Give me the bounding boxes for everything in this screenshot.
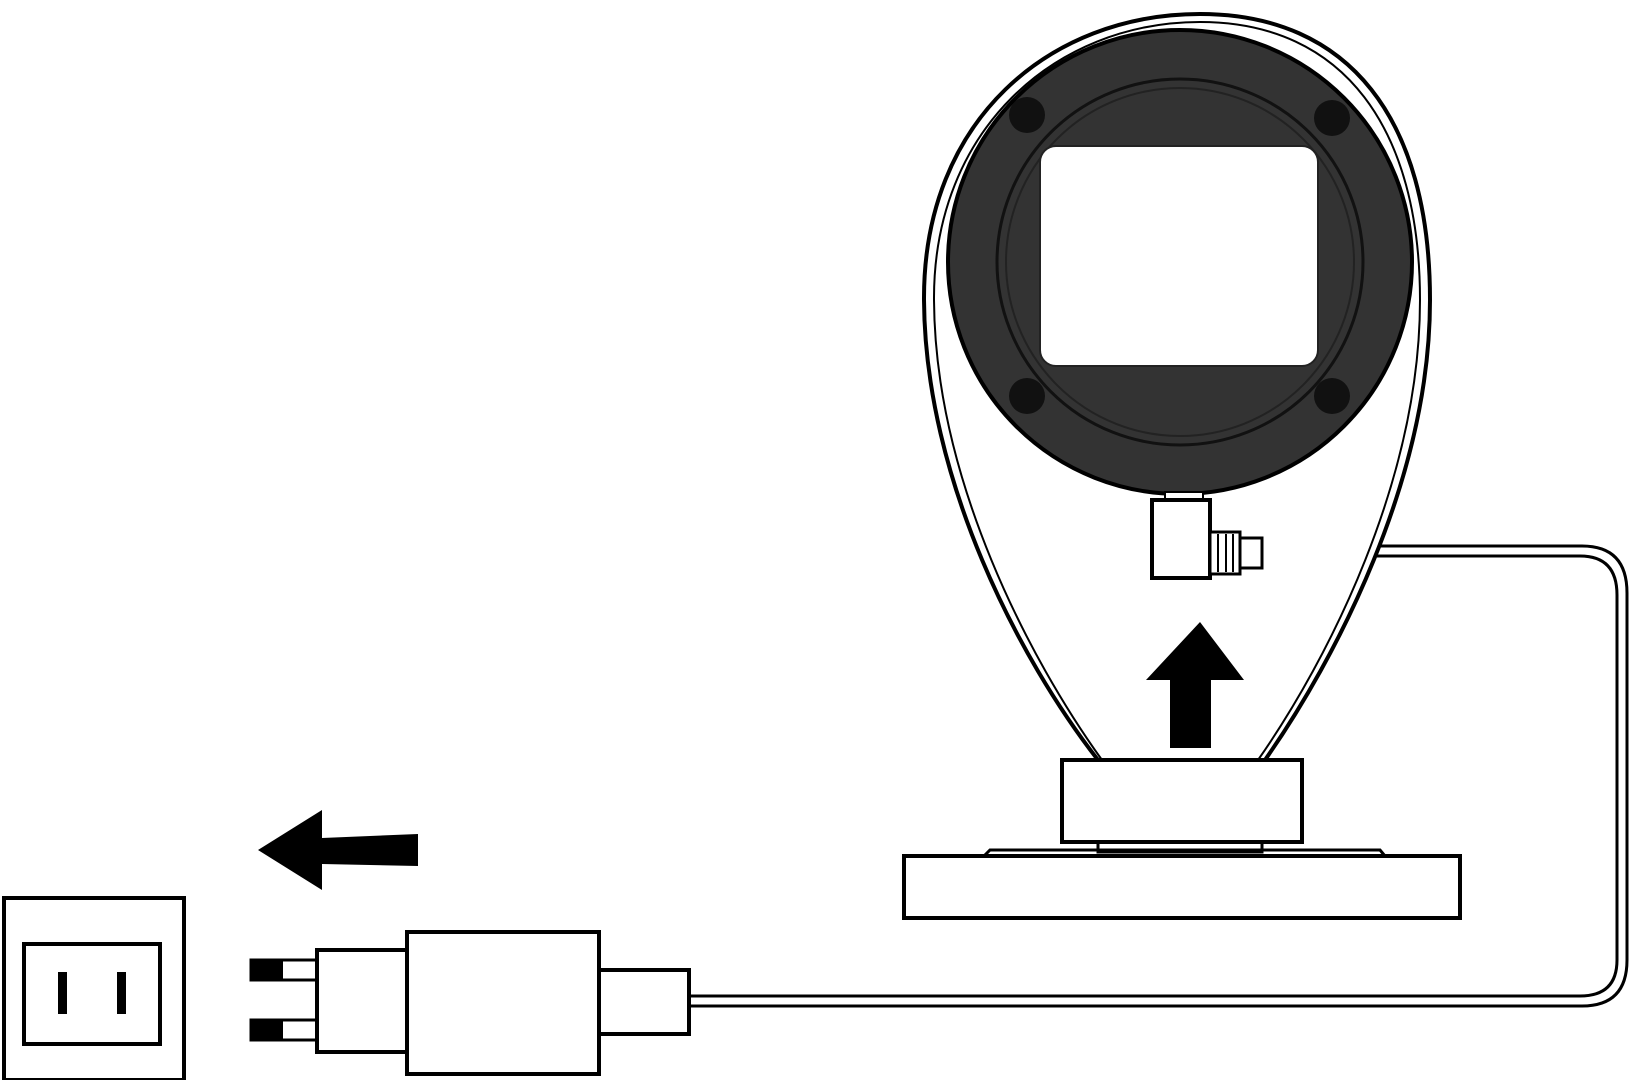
camera-collar: [1060, 758, 1304, 844]
power-adapter-icon: [249, 930, 691, 1076]
arrow-up-icon: [1146, 622, 1244, 748]
wall-outlet-icon: [2, 896, 186, 1080]
outlet-slot-right: [117, 972, 126, 1014]
arrow-left-icon: [258, 810, 418, 890]
camera-base: [902, 854, 1462, 920]
outlet-socket: [22, 942, 162, 1046]
adapter-cable-end: [597, 968, 691, 1036]
adapter-plug-face: [315, 948, 409, 1054]
camera-icon: [902, 11, 1462, 920]
screw-bottom-right: [1314, 378, 1350, 414]
screw-bottom-left: [1009, 378, 1045, 414]
screw-top-right: [1314, 100, 1350, 136]
power-cable: [688, 544, 1629, 1008]
lens-ring: [995, 77, 1365, 447]
adapter-body: [405, 930, 601, 1076]
lens-window: [1039, 145, 1319, 367]
cable-connector: [1150, 498, 1264, 580]
outlet-slot-left: [58, 972, 67, 1014]
screw-top-left: [1009, 97, 1045, 133]
